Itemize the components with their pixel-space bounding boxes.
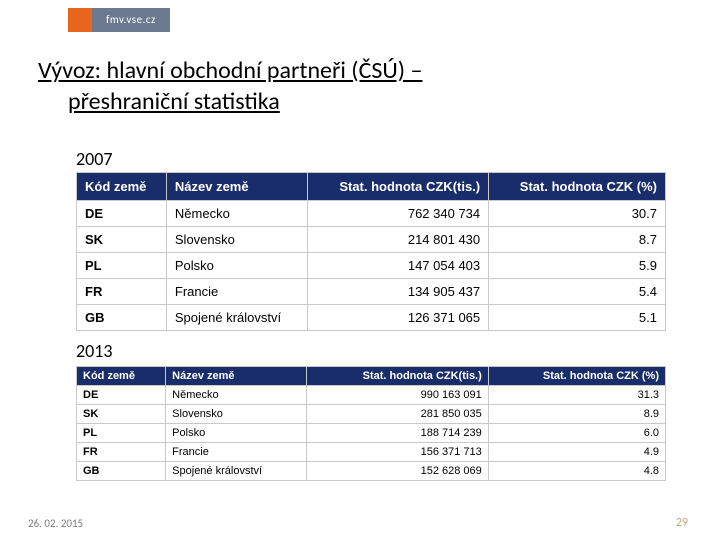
table-header-row: Kód země Název země Stat. hodnota CZK(ti… (77, 173, 666, 201)
cell-code: PL (77, 424, 166, 443)
cell-value: 188 714 239 (307, 424, 488, 443)
table1-body: DENěmecko762 340 73430.7 SKSlovensko214 … (77, 201, 666, 331)
cell-name: Polsko (166, 424, 307, 443)
cell-pct: 5.9 (489, 253, 666, 279)
cell-pct: 6.0 (488, 424, 665, 443)
cell-code: DE (77, 386, 166, 405)
footer-date: 26. 02. 2015 (28, 517, 83, 530)
col-name: Název země (166, 173, 307, 201)
cell-name: Francie (166, 279, 307, 305)
logo-text: fmv.vse.cz (92, 8, 170, 32)
table-row: FRFrancie134 905 4375.4 (77, 279, 666, 305)
cell-pct: 31.3 (488, 386, 665, 405)
cell-name: Polsko (166, 253, 307, 279)
cell-code: DE (77, 201, 167, 227)
col-code: Kód země (77, 367, 166, 386)
col-percent: Stat. hodnota CZK (%) (489, 173, 666, 201)
page-title: Vývoz: hlavní obchodní partneři (ČSÚ) – … (38, 55, 422, 117)
cell-code: GB (77, 305, 167, 331)
table-row: FRFrancie156 371 7134.9 (77, 443, 666, 462)
cell-code: GB (77, 462, 166, 481)
cell-value: 152 628 069 (307, 462, 488, 481)
col-value: Stat. hodnota CZK(tis.) (308, 173, 489, 201)
heading-line1: Vývoz: hlavní obchodní partneři (ČSÚ) – (38, 56, 422, 85)
table-row: PLPolsko147 054 4035.9 (77, 253, 666, 279)
heading-line2: přeshraniční statistika (68, 86, 422, 117)
col-value: Stat. hodnota CZK(tis.) (307, 367, 488, 386)
table-row: DENěmecko990 163 09131.3 (77, 386, 666, 405)
cell-name: Spojené království (166, 305, 307, 331)
cell-pct: 5.1 (489, 305, 666, 331)
cell-name: Německo (166, 386, 307, 405)
cell-name: Spojené království (166, 462, 307, 481)
table-header-row: Kód země Název země Stat. hodnota CZK(ti… (77, 367, 666, 386)
col-name: Název země (166, 367, 307, 386)
cell-value: 134 905 437 (308, 279, 489, 305)
table-row: DENěmecko762 340 73430.7 (77, 201, 666, 227)
cell-code: PL (77, 253, 167, 279)
cell-code: FR (77, 279, 167, 305)
table-row: SKSlovensko214 801 4308.7 (77, 227, 666, 253)
cell-pct: 30.7 (489, 201, 666, 227)
cell-value: 126 371 065 (308, 305, 489, 331)
export-partners-table-2007: Kód země Název země Stat. hodnota CZK(ti… (76, 172, 666, 331)
cell-code: SK (77, 227, 167, 253)
cell-value: 762 340 734 (308, 201, 489, 227)
cell-name: Německo (166, 201, 307, 227)
cell-pct: 4.8 (488, 462, 665, 481)
cell-value: 281 850 035 (307, 405, 488, 424)
cell-value: 147 054 403 (308, 253, 489, 279)
table-row: GBSpojené království126 371 0655.1 (77, 305, 666, 331)
cell-value: 990 163 091 (307, 386, 488, 405)
cell-name: Slovensko (166, 227, 307, 253)
cell-pct: 5.4 (489, 279, 666, 305)
col-percent: Stat. hodnota CZK (%) (488, 367, 665, 386)
col-code: Kód země (77, 173, 167, 201)
cell-name: Slovensko (166, 405, 307, 424)
cell-pct: 8.9 (488, 405, 665, 424)
table-row: SKSlovensko281 850 0358.9 (77, 405, 666, 424)
table2-body: DENěmecko990 163 09131.3 SKSlovensko281 … (77, 386, 666, 481)
year-label-2: 2013 (76, 340, 113, 362)
cell-name: Francie (166, 443, 307, 462)
cell-pct: 4.9 (488, 443, 665, 462)
cell-value: 156 371 713 (307, 443, 488, 462)
year-label-1: 2007 (76, 148, 113, 170)
logo-mark (68, 8, 92, 32)
footer-page-number: 29 (676, 516, 688, 530)
cell-code: SK (77, 405, 166, 424)
cell-pct: 8.7 (489, 227, 666, 253)
cell-code: FR (77, 443, 166, 462)
table-row: PLPolsko188 714 2396.0 (77, 424, 666, 443)
export-partners-table-2013: Kód země Název země Stat. hodnota CZK(ti… (76, 366, 666, 481)
cell-value: 214 801 430 (308, 227, 489, 253)
table-row: GBSpojené království152 628 0694.8 (77, 462, 666, 481)
logo-bar: fmv.vse.cz (68, 8, 170, 32)
